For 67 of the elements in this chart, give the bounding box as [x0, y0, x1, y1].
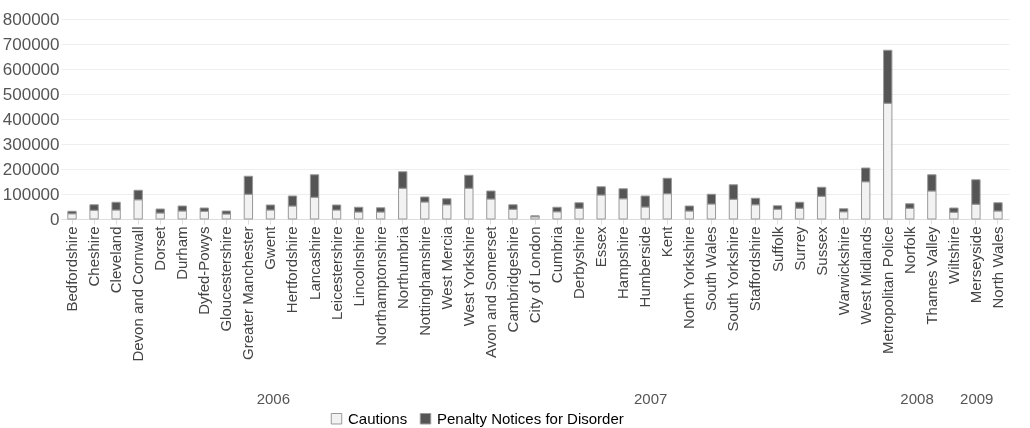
bar [905, 207, 915, 220]
bar [508, 208, 518, 220]
x-tick-label: Surrey [790, 226, 808, 271]
x-tick-label: Cleveland [107, 226, 125, 294]
x-tick-label: Wiltshire [944, 226, 962, 285]
y-tick-label: 0 [50, 209, 60, 229]
x-tick-label: Cumbria [548, 225, 566, 284]
bar [552, 211, 562, 220]
x-tick-label: Staffordshire [746, 226, 764, 312]
x-tick-label: South Yorkshire [724, 226, 742, 332]
x-tick-label: Gloucestershire [217, 226, 235, 332]
x-tick-label: Hampshire [614, 226, 632, 300]
x-tick-label: City of London [526, 226, 543, 324]
x-tick-label: Nottinghamshire [415, 226, 433, 336]
x-tick-label: Merseyside [966, 226, 984, 304]
x-tick-label: Dorset [151, 225, 169, 271]
x-tick-label: Suffolk [768, 226, 786, 273]
y-tick-label: 400000 [2, 109, 60, 129]
x-tick-label: Norfolk [900, 226, 918, 275]
y-tick-label: 100000 [2, 184, 60, 204]
y-tick-label: 200000 [2, 159, 60, 179]
x-tick-label: North Wales [988, 226, 1006, 309]
text: 2008 [900, 390, 934, 407]
x-tick-label: Northumbria [393, 225, 411, 310]
x-tick-label: Hertfordshire [283, 226, 301, 314]
x-tick-label: Lancashire [305, 226, 323, 300]
bar [838, 211, 849, 220]
bar [67, 213, 77, 220]
x-tick-label: West Midlands [856, 226, 874, 325]
y-tick-label: 700000 [2, 34, 60, 54]
y-tick-label: 500000 [2, 84, 60, 104]
x-tick-label: Sussex [812, 226, 830, 276]
bar [155, 212, 165, 220]
text: 2006 [256, 390, 291, 407]
x-tick-label: Bedfordshire [63, 226, 81, 312]
text: 2009 [960, 390, 994, 407]
x-tick-label: Leicestershire [327, 226, 345, 320]
x-tick-label: West Yorkshire [459, 226, 477, 327]
y-tick-label: 300000 [2, 134, 60, 154]
x-tick-label: Kent [658, 225, 676, 258]
x-tick-label: Warwickshire [834, 226, 852, 316]
x-tick-label: Greater Manchester [239, 226, 257, 360]
x-tick-label: Metropolitan Police [878, 226, 896, 355]
y-tick-label: 600000 [2, 59, 60, 79]
legend-label: Penalty Notices for Disorder [437, 409, 624, 427]
x-tick-label: Cambridgeshire [503, 226, 521, 333]
x-tick-label: Thames Valley [922, 226, 940, 325]
x-tick-label: Avon and Somerset [481, 225, 499, 358]
x-tick-label: Cheshire [85, 226, 103, 287]
bar [199, 210, 209, 220]
x-tick-label: Gwent [261, 225, 279, 270]
x-tick-label: Lincolnshire [349, 226, 367, 307]
x-tick-label: North Yorkshire [680, 226, 698, 330]
x-tick-label: Humberside [636, 226, 654, 308]
text: 2007 [633, 390, 668, 407]
legend-label: Cautions [348, 409, 408, 427]
x-tick-label: Northamptonshire [371, 226, 389, 346]
bar [772, 208, 783, 220]
x-tick-label: Essex [592, 226, 610, 268]
x-tick-label: Dyfed-Powys [195, 226, 213, 315]
x-tick-label: Devon and Cornwall [129, 226, 147, 362]
y-tick-label: 800000 [2, 9, 60, 29]
x-tick-label: West Mercia [437, 225, 455, 310]
x-tick-label: Durham [173, 226, 191, 280]
bar [949, 211, 959, 220]
x-tick-label: South Wales [702, 226, 720, 311]
x-tick-label: Derbyshire [570, 226, 588, 300]
